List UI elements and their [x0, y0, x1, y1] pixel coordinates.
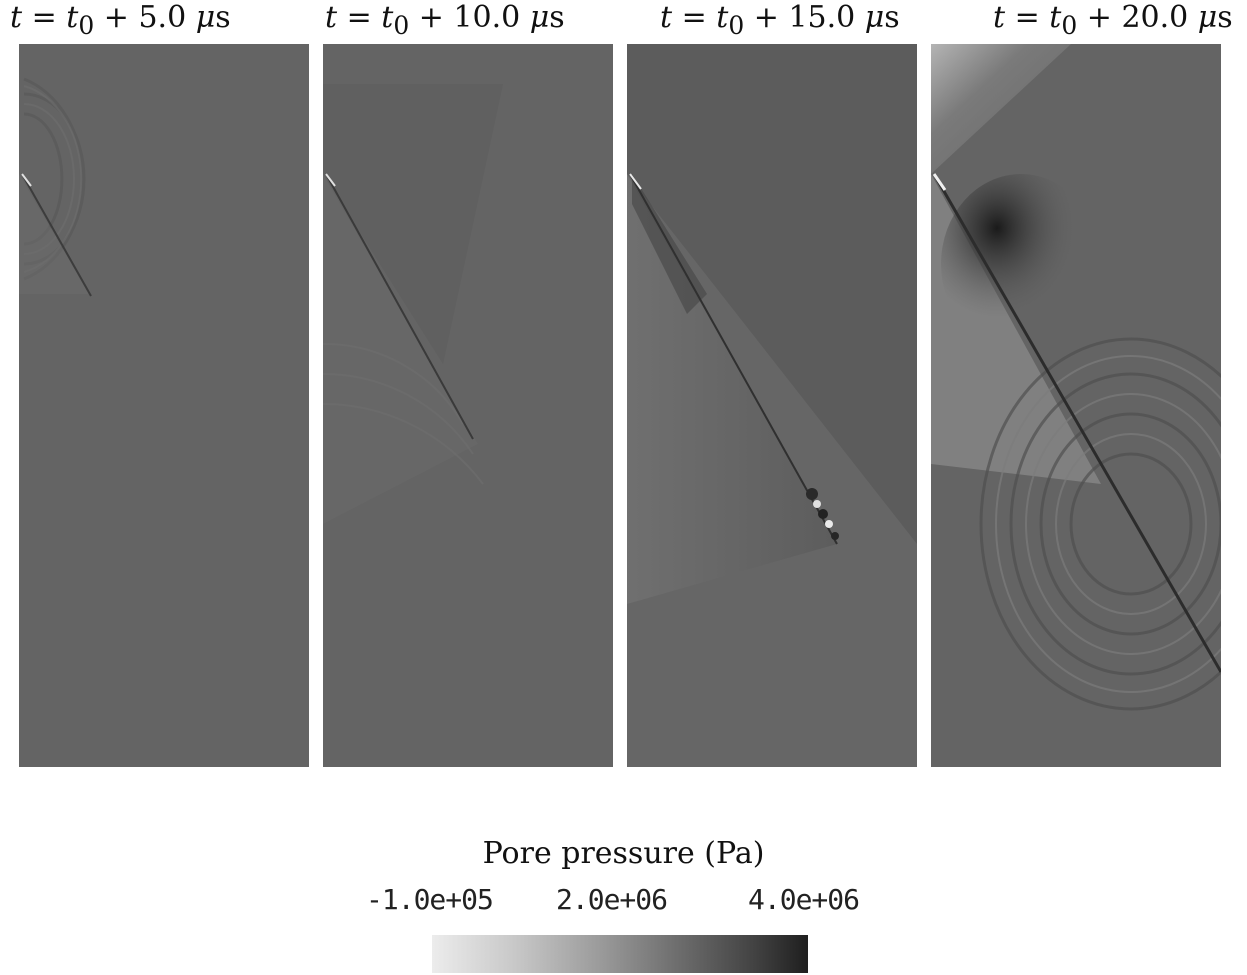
pressure-field-panel-4	[931, 44, 1221, 767]
panel-title-1: t = t0 + 5.0 μs	[10, 0, 231, 40]
pressure-field-panel-3	[627, 44, 917, 767]
colorbar-gradient	[432, 935, 808, 973]
rupture-cluster	[806, 488, 839, 540]
colorbar-title: Pore pressure (Pa)	[482, 836, 765, 871]
colorbar-tick-min: -1.0e+05	[366, 883, 494, 916]
colorbar-tick-max: 4.0e+06	[748, 883, 860, 916]
panel-title-2: t = t0 + 10.0 μs	[325, 0, 565, 40]
pressure-field-image-2	[323, 44, 613, 767]
pressure-field-image-1	[19, 44, 309, 767]
colorbar-tick-mid: 2.0e+06	[556, 883, 668, 916]
pressure-field-image-3	[627, 44, 917, 767]
pressure-field-panel-1	[19, 44, 309, 767]
pressure-field-image-4	[931, 44, 1221, 767]
panel-title-3: t = t0 + 15.0 μs	[660, 0, 900, 40]
pressure-field-panel-2	[323, 44, 613, 767]
panel-title-4: t = t0 + 20.0 μs	[993, 0, 1233, 40]
